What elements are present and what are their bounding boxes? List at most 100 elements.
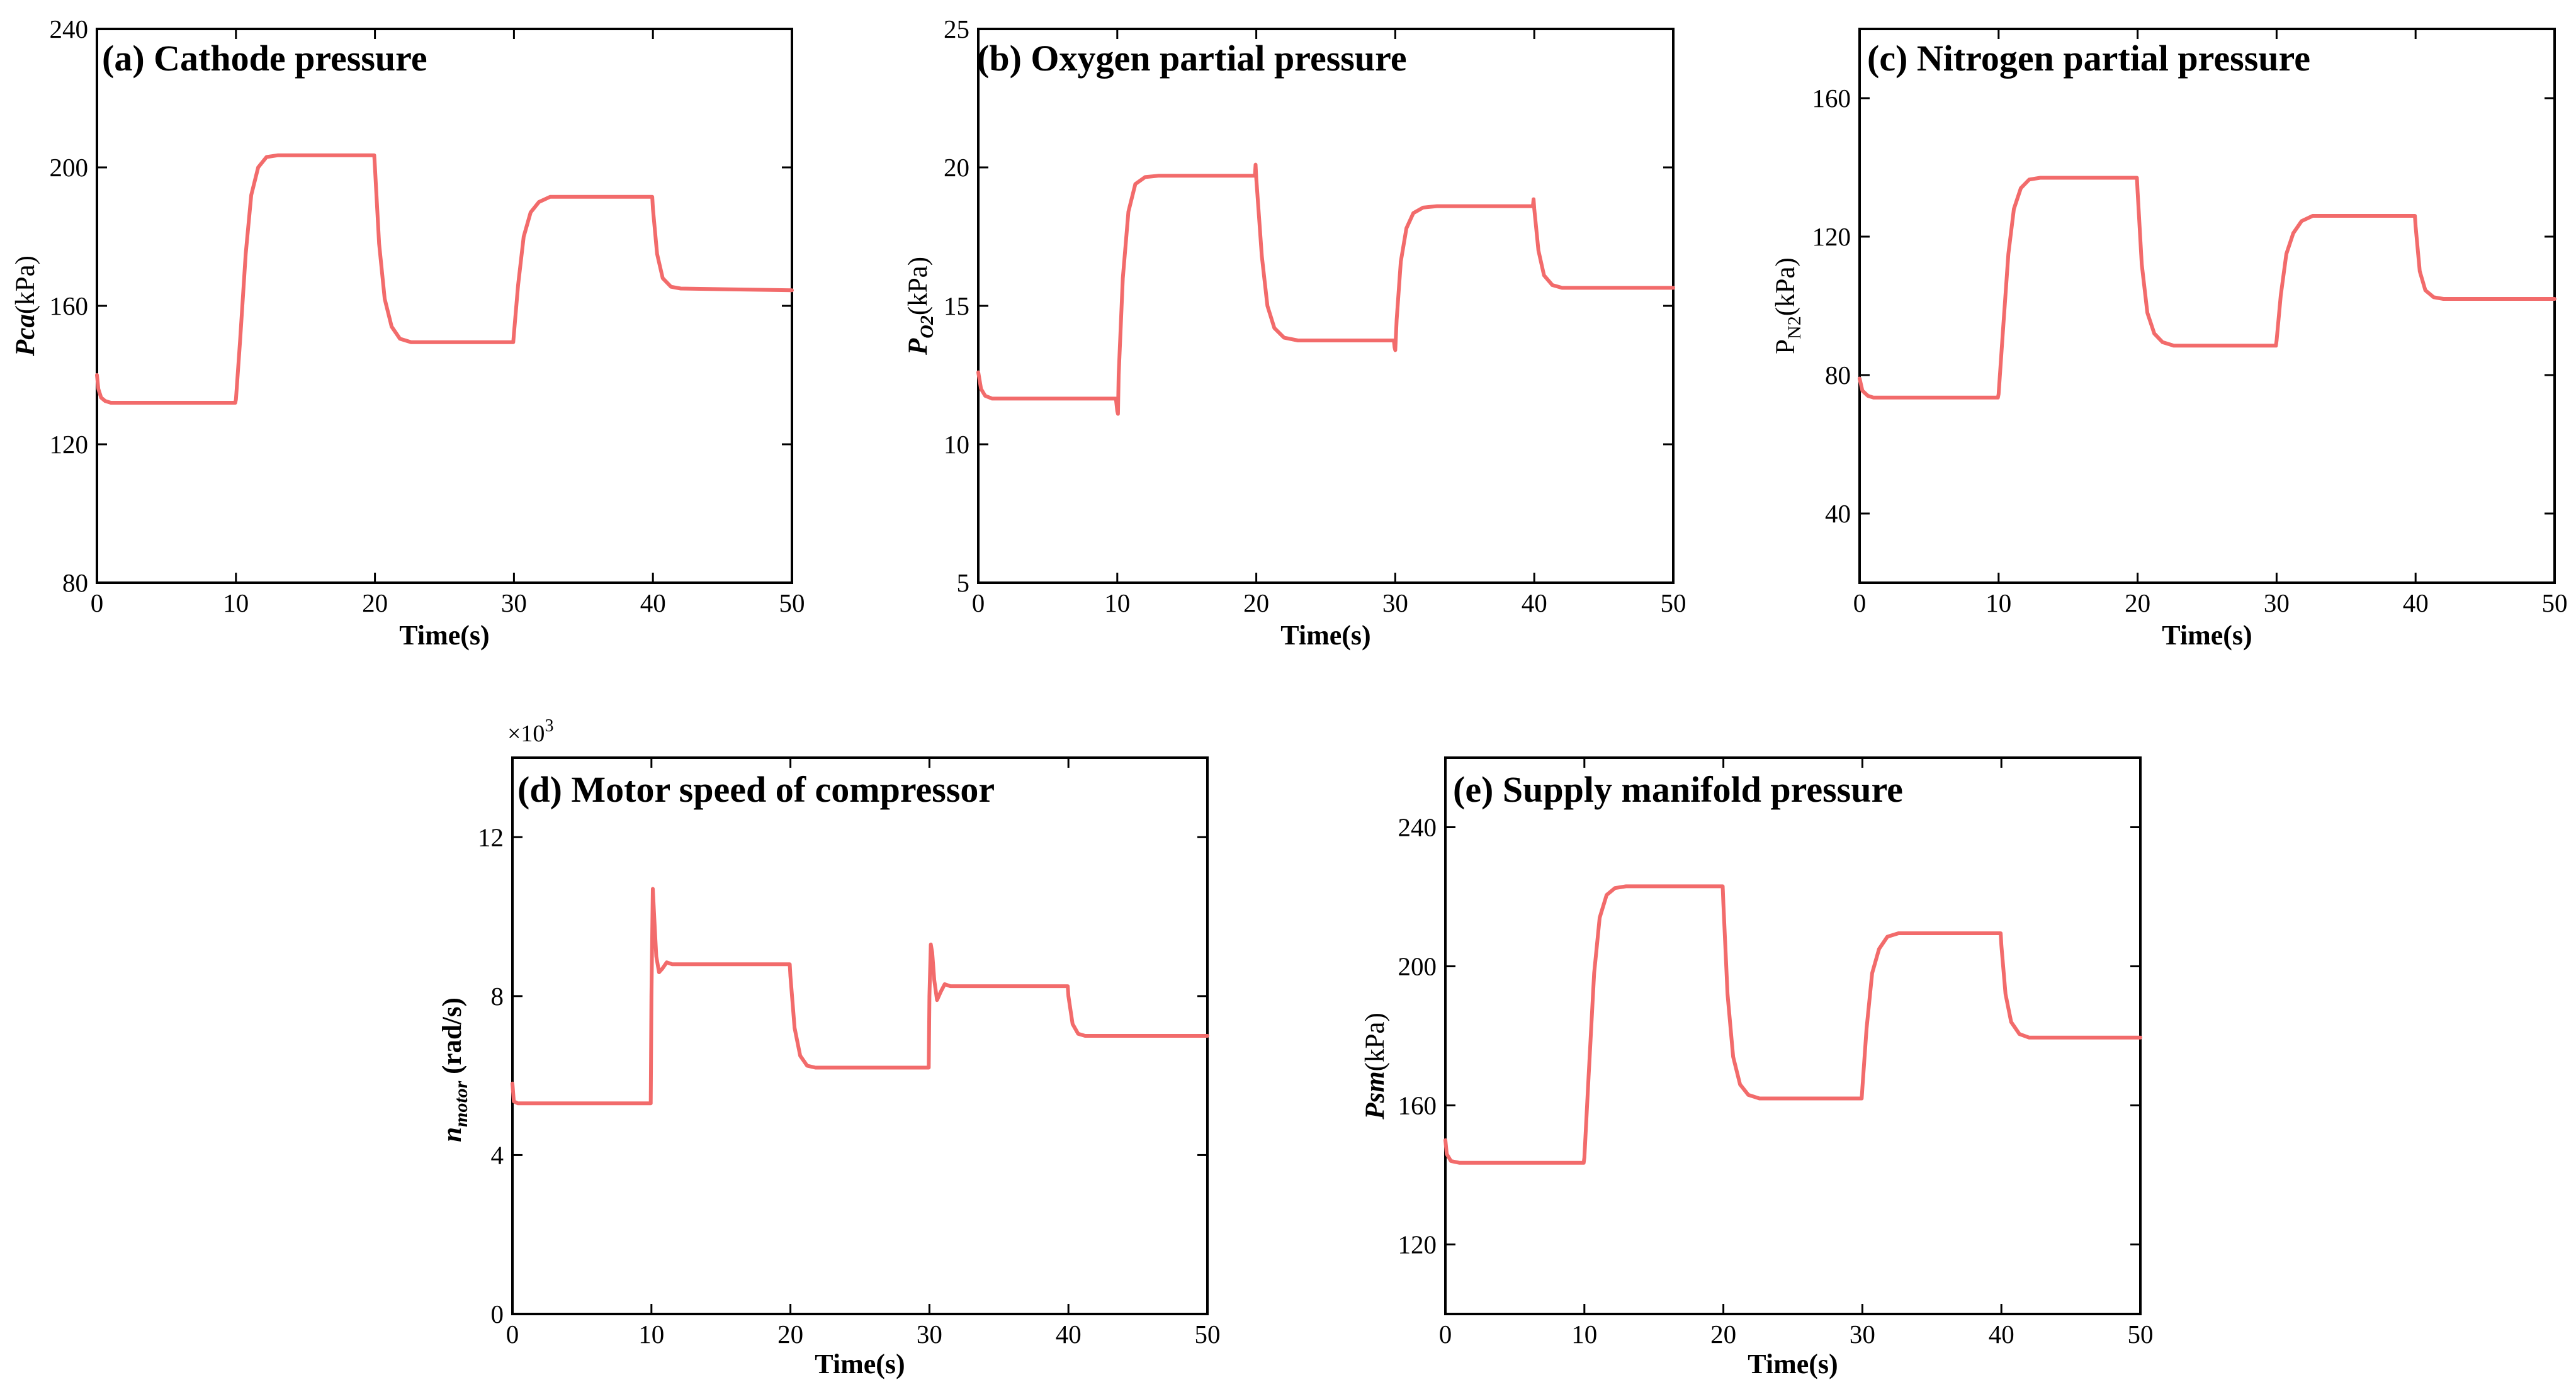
y-tick-label: 8 xyxy=(491,982,504,1011)
x-tick-label: 40 xyxy=(2403,588,2429,617)
x-tick-label: 50 xyxy=(2128,1320,2154,1349)
y-tick-label: 20 xyxy=(944,153,969,182)
series-line-nitrogen-partial-pressure xyxy=(1858,176,2556,400)
x-tick-label: 50 xyxy=(1195,1320,1221,1349)
y-axis-unit: (kPa) xyxy=(1771,257,1800,316)
y-axis-symbol: n xyxy=(438,1127,467,1142)
x-axis-label: Time(s) xyxy=(1748,1349,1838,1379)
x-tick-label: 30 xyxy=(2264,588,2290,617)
y-tick-label: 5 xyxy=(957,568,970,597)
x-tick-label: 30 xyxy=(917,1320,942,1349)
axis-ticks xyxy=(96,28,793,584)
y-tick-label: 10 xyxy=(944,430,969,459)
axis-ticks xyxy=(511,758,1209,1315)
x-tick-label: 0 xyxy=(1439,1320,1452,1349)
y-axis-multiplier: ×103 xyxy=(507,716,553,747)
x-tick-label: 10 xyxy=(638,1320,664,1349)
y-tick-label: 160 xyxy=(50,291,89,320)
y-tick-label: 120 xyxy=(1398,1230,1437,1259)
tick-labels: 0 10 20 30 40 50 0 4 8 12 xyxy=(478,823,1221,1349)
y-tick-label: 120 xyxy=(50,430,89,459)
x-tick-label: 30 xyxy=(1382,588,1408,617)
y-tick-label: 4 xyxy=(491,1140,504,1169)
x-tick-label: 20 xyxy=(1243,588,1269,617)
multiplier-exponent: 3 xyxy=(545,716,553,736)
y-axis-label: Pca(kPa) xyxy=(11,256,40,357)
panel-title: (e) Supply manifold pressure xyxy=(1453,769,1903,810)
axis-ticks xyxy=(977,28,1675,584)
series-line-motor-speed xyxy=(511,887,1209,1106)
x-tick-label: 20 xyxy=(2125,588,2150,617)
panel-d-motor-speed-of-compressor: 0 10 20 30 40 50 0 4 8 12 (d) Motor speed of comp… xyxy=(438,716,1221,1379)
x-tick-label: 50 xyxy=(2542,588,2568,617)
y-tick-label: 15 xyxy=(944,291,969,320)
y-tick-label: 0 xyxy=(491,1300,504,1328)
y-tick-label: 240 xyxy=(1398,813,1437,842)
x-tick-label: 0 xyxy=(506,1320,519,1349)
y-tick-label: 200 xyxy=(50,153,89,182)
x-axis-label: Time(s) xyxy=(399,620,489,651)
y-axis-unit: (kPa) xyxy=(11,256,40,314)
y-axis-label: PO2(kPa) xyxy=(903,257,937,356)
plot-frame xyxy=(1858,28,2556,584)
y-axis-label: nmotor (rad/s) xyxy=(438,997,472,1142)
x-tick-label: 20 xyxy=(777,1320,803,1349)
y-tick-label: 12 xyxy=(478,823,504,851)
y-tick-label: 160 xyxy=(1398,1091,1437,1120)
x-tick-label: 20 xyxy=(1710,1320,1736,1349)
y-tick-label: 120 xyxy=(1812,222,1851,251)
y-tick-label: 25 xyxy=(944,14,969,43)
y-axis-unit: (kPa) xyxy=(1360,1013,1390,1071)
panel-title: (b) Oxygen partial pressure xyxy=(977,38,1407,79)
y-axis-symbol: Psm xyxy=(1360,1071,1390,1120)
plot-frame xyxy=(96,28,793,584)
x-tick-label: 20 xyxy=(362,588,388,617)
x-tick-label: 40 xyxy=(1522,588,1547,617)
x-axis-label: Time(s) xyxy=(2162,620,2252,651)
panel-title: (c) Nitrogen partial pressure xyxy=(1867,38,2310,79)
y-tick-label: 160 xyxy=(1812,84,1851,113)
x-tick-label: 10 xyxy=(1571,1320,1597,1349)
y-axis-symbol: P xyxy=(1771,339,1800,354)
tick-labels: 0 10 20 30 40 50 80 120 160 200 240 xyxy=(50,14,805,617)
x-tick-label: 30 xyxy=(1850,1320,1875,1349)
x-tick-label: 0 xyxy=(972,588,985,617)
x-axis-label: Time(s) xyxy=(815,1349,905,1379)
x-tick-label: 0 xyxy=(91,588,104,617)
y-axis-subscript: O2 xyxy=(917,315,937,339)
series-line-cathode-pressure xyxy=(95,153,794,405)
y-tick-label: 40 xyxy=(1825,499,1851,528)
y-axis-symbol: Pca xyxy=(11,314,40,357)
plot-frame xyxy=(977,28,1675,584)
x-tick-label: 10 xyxy=(223,588,249,617)
panel-title: (a) Cathode pressure xyxy=(102,38,427,79)
x-tick-label: 0 xyxy=(1853,588,1867,617)
x-tick-label: 30 xyxy=(501,588,527,617)
x-tick-label: 40 xyxy=(1989,1320,2014,1349)
y-tick-label: 240 xyxy=(50,14,89,43)
panel-e-supply-manifold-pressure: 0 10 20 30 40 50 120 160 200 240 (e) Supply manif… xyxy=(1360,756,2154,1379)
panel-title: (d) Motor speed of compressor xyxy=(517,769,995,810)
panel-c-nitrogen-partial-pressure: 0 10 20 30 40 50 40 80 120 160 (c) Nitrogen parti… xyxy=(1771,28,2568,651)
y-axis-unit: (rad/s) xyxy=(438,997,467,1081)
x-tick-label: 50 xyxy=(1661,588,1686,617)
x-tick-label: 10 xyxy=(1986,588,2011,617)
x-axis-label: Time(s) xyxy=(1280,620,1370,651)
y-axis-subscript: N2 xyxy=(1784,316,1805,339)
x-tick-label: 40 xyxy=(640,588,666,617)
tick-labels: 0 10 20 30 40 50 40 80 120 160 xyxy=(1812,84,2568,617)
series-line-oxygen-partial-pressure xyxy=(976,162,1675,416)
x-tick-label: 40 xyxy=(1056,1320,1082,1349)
x-tick-label: 10 xyxy=(1104,588,1130,617)
series-line-supply-manifold-pressure xyxy=(1443,884,2142,1165)
y-axis-subscript: motor xyxy=(451,1081,472,1127)
y-axis-label: PN2(kPa) xyxy=(1771,257,1805,354)
axis-ticks xyxy=(1858,29,2556,583)
y-tick-label: 200 xyxy=(1398,952,1437,981)
panel-b-oxygen-partial-pressure: 0 10 20 30 40 50 5 10 15 20 25 (b) Oxygen partial … xyxy=(903,14,1686,651)
axis-ticks xyxy=(1444,758,2142,1314)
y-axis-symbol: P xyxy=(903,338,933,356)
multiplier-base: ×10 xyxy=(507,721,545,747)
y-axis-label: Psm(kPa) xyxy=(1360,1013,1390,1120)
